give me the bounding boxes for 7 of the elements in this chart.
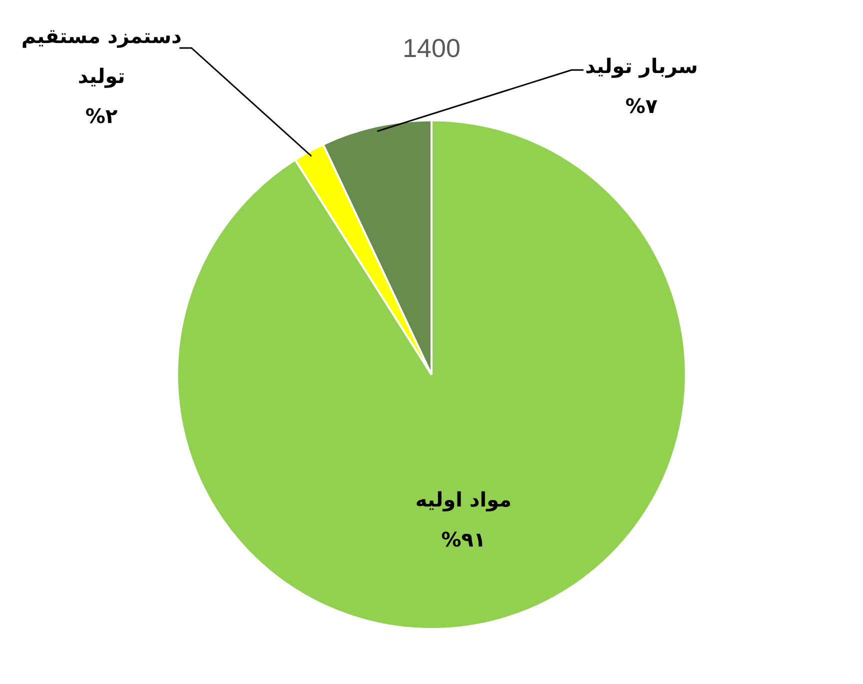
slice-label: دستمزد مستقیم تولید [21,24,182,88]
data-label: %۹۱ [441,527,486,552]
slice-label: سربار تولید [585,54,698,78]
chart-title: 1400 [402,32,460,63]
data-label: %۷ [625,94,658,118]
data-label: %۲ [85,104,118,128]
slice-label: مواد اولیه [415,487,512,512]
